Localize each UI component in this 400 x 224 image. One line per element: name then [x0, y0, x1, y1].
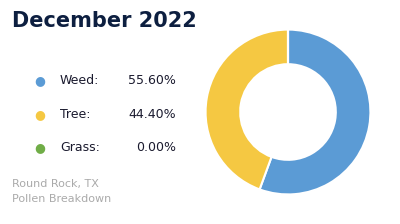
- Text: ●: ●: [34, 108, 46, 121]
- Wedge shape: [206, 30, 288, 189]
- Text: 44.40%: 44.40%: [128, 108, 176, 121]
- Text: ●: ●: [34, 141, 46, 154]
- Text: Grass:: Grass:: [60, 141, 100, 154]
- Text: 0.00%: 0.00%: [136, 141, 176, 154]
- Text: Round Rock, TX
Pollen Breakdown: Round Rock, TX Pollen Breakdown: [12, 179, 111, 204]
- Text: December 2022: December 2022: [12, 11, 197, 31]
- Text: 55.60%: 55.60%: [128, 74, 176, 87]
- Wedge shape: [260, 30, 370, 194]
- Text: Tree:: Tree:: [60, 108, 90, 121]
- Text: ●: ●: [34, 74, 46, 87]
- Text: Weed:: Weed:: [60, 74, 99, 87]
